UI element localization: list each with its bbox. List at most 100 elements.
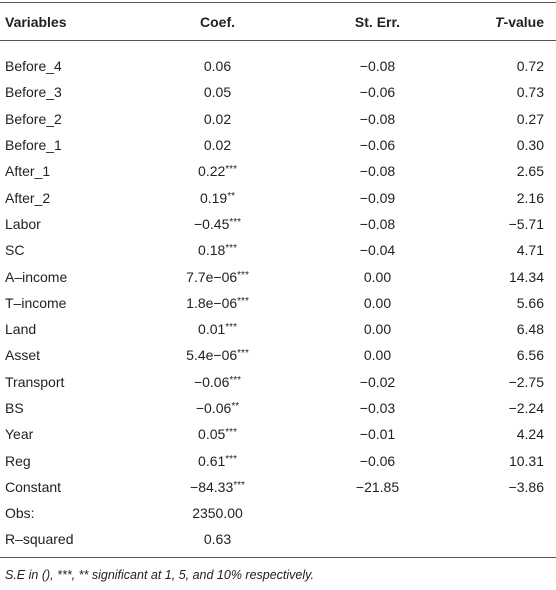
table-row: SC 0.18*** −0.04 4.71 bbox=[0, 237, 556, 263]
se-value: −0.09 bbox=[359, 189, 396, 206]
coef-value: −0.06 bbox=[195, 400, 232, 416]
se-value: 0.00 bbox=[363, 347, 392, 364]
significance: *** bbox=[225, 427, 237, 439]
coef-value: 1.8e−06 bbox=[186, 294, 238, 311]
coef-cell: 0.05 bbox=[155, 79, 280, 105]
variable-cell: Obs: bbox=[5, 505, 35, 522]
significance: *** bbox=[229, 216, 242, 228]
se-value: −21.85 bbox=[355, 478, 400, 495]
t-cell: 2.16 bbox=[475, 184, 556, 210]
coef-cell: 0.63 bbox=[155, 526, 280, 558]
table-row: After_1 0.22*** −0.08 2.65 bbox=[0, 158, 556, 184]
coef-value: 0.05 bbox=[198, 426, 226, 443]
table-row: Before_3 0.05 −0.06 0.73 bbox=[0, 79, 556, 105]
t-value: 2.65 bbox=[516, 163, 544, 180]
se-value: −0.08 bbox=[359, 163, 396, 180]
coef-cell: −0.06*** bbox=[155, 369, 280, 395]
table-row: Labor −0.45*** −0.08 −5.71 bbox=[0, 211, 556, 237]
coef-value: 0.19 bbox=[199, 189, 228, 206]
coef-value: 0.05 bbox=[203, 84, 232, 101]
variable-cell: Before_3 bbox=[5, 84, 62, 101]
coef-value: 0.02 bbox=[203, 110, 232, 127]
se-value: −0.08 bbox=[359, 110, 396, 127]
table-row: After_2 0.19** −0.09 2.16 bbox=[0, 184, 556, 210]
coef-cell: 0.06 bbox=[155, 41, 280, 80]
se-cell: −0.09 bbox=[280, 184, 475, 210]
se-value: −0.02 bbox=[359, 373, 396, 390]
t-cell: −5.71 bbox=[475, 211, 556, 237]
t-cell bbox=[475, 500, 556, 526]
variable-cell: Before_2 bbox=[5, 110, 62, 127]
table-row: Obs: 2350.00 bbox=[0, 500, 556, 526]
coef-cell: 1.8e−06*** bbox=[155, 290, 280, 316]
significance: *** bbox=[225, 164, 237, 176]
variable-cell: Before_4 bbox=[5, 58, 62, 75]
header-italic: T bbox=[494, 13, 504, 30]
t-value: −3.86 bbox=[508, 478, 544, 495]
t-cell: 4.71 bbox=[475, 237, 556, 263]
table-row: Before_4 0.06 −0.08 0.72 bbox=[0, 41, 556, 80]
t-value: 0.73 bbox=[516, 84, 544, 101]
t-value: 6.56 bbox=[516, 347, 544, 364]
coef-value: 0.06 bbox=[203, 58, 232, 75]
table-row: BS −0.06** −0.03 −2.24 bbox=[0, 395, 556, 421]
coef-value: −0.06 bbox=[193, 373, 230, 390]
t-cell: 10.31 bbox=[475, 447, 556, 473]
se-cell: −0.08 bbox=[280, 158, 475, 184]
coef-cell: −0.45*** bbox=[155, 211, 280, 237]
coef-cell: 0.01*** bbox=[155, 316, 280, 342]
header-cell: Variables bbox=[0, 2, 155, 41]
se-cell: −0.01 bbox=[280, 421, 475, 447]
coef-cell: 0.02 bbox=[155, 106, 280, 132]
coef-value: 0.63 bbox=[203, 531, 232, 548]
t-cell: −3.86 bbox=[475, 474, 556, 500]
variable-cell: Asset bbox=[5, 347, 41, 364]
variable-cell: Year bbox=[5, 426, 34, 443]
coef-value: −84.33 bbox=[190, 478, 234, 495]
header-cell: T-value bbox=[475, 2, 556, 41]
variable-cell: R–squared bbox=[0, 526, 155, 558]
se-value: 0.00 bbox=[363, 294, 392, 311]
coef-cell: 0.22*** bbox=[155, 158, 280, 184]
table-row: Land 0.01*** 0.00 6.48 bbox=[0, 316, 556, 342]
coef-cell: 5.4e−06*** bbox=[155, 342, 280, 368]
coef-cell: 7.7e−06*** bbox=[155, 263, 280, 289]
se-value: −0.06 bbox=[359, 452, 396, 469]
se-cell: −0.06 bbox=[280, 132, 475, 158]
coef-cell: 0.19** bbox=[155, 184, 280, 210]
se-cell: 0.00 bbox=[280, 290, 475, 316]
t-cell: 5.66 bbox=[475, 290, 556, 316]
se-value: −0.04 bbox=[359, 242, 396, 259]
significance: *** bbox=[229, 374, 242, 386]
significance: ** bbox=[231, 401, 240, 412]
coef-cell: 2350.00 bbox=[155, 500, 280, 526]
coef-value: 0.22 bbox=[198, 163, 226, 180]
se-cell bbox=[280, 500, 475, 526]
se-cell: −0.06 bbox=[280, 79, 475, 105]
table-row: R–squared 0.63 bbox=[0, 526, 556, 558]
t-cell: 0.73 bbox=[475, 79, 556, 105]
table-row: Before_1 0.02 −0.06 0.30 bbox=[0, 132, 556, 158]
table-row: Year 0.05*** −0.01 4.24 bbox=[0, 421, 556, 447]
t-value: 0.30 bbox=[516, 137, 544, 154]
variable-cell: Transport bbox=[5, 373, 65, 390]
coef-value: 0.01 bbox=[198, 321, 226, 338]
coef-value: 2350.00 bbox=[192, 505, 243, 522]
variable-cell: SC bbox=[5, 242, 25, 259]
variable-cell: BS bbox=[5, 400, 24, 416]
table-row: Transport −0.06*** −0.02 −2.75 bbox=[0, 369, 556, 395]
t-cell: 2.65 bbox=[475, 158, 556, 184]
table-body: Before_4 0.06 −0.08 0.72 Before_3 0.05 −0.06 0.… bbox=[0, 41, 556, 558]
coef-cell: −0.06** bbox=[155, 395, 280, 421]
se-cell bbox=[280, 526, 475, 558]
t-value: 4.71 bbox=[516, 242, 544, 259]
se-cell: 0.00 bbox=[280, 342, 475, 368]
t-value: −5.71 bbox=[508, 215, 544, 232]
se-cell: −0.04 bbox=[280, 237, 475, 263]
variable-cell: Constant bbox=[5, 478, 62, 495]
table-row: Reg 0.61*** −0.06 10.31 bbox=[0, 447, 556, 473]
variable-cell: Before_1 bbox=[5, 137, 62, 154]
significance: *** bbox=[237, 269, 249, 281]
variable-cell: T–income bbox=[5, 294, 67, 311]
